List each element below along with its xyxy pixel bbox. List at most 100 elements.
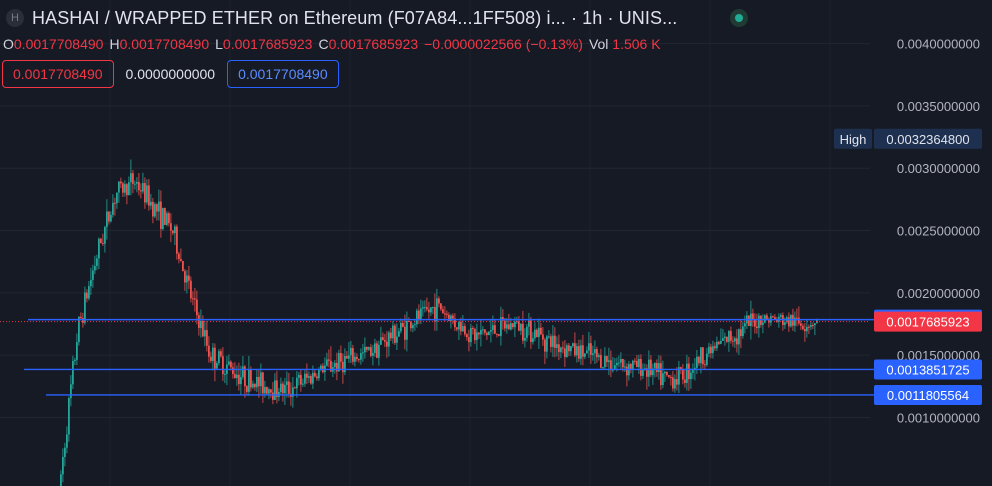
candle-body	[254, 383, 256, 388]
candle-body	[238, 374, 240, 385]
candle-body	[666, 371, 668, 376]
indicator-value-red[interactable]: 0.0017708490	[2, 60, 114, 88]
candle-body	[256, 376, 258, 388]
candle-body	[158, 201, 160, 212]
candle-body	[376, 343, 378, 358]
candle-body	[546, 336, 548, 352]
candle-body	[202, 321, 204, 337]
candle-body	[466, 334, 468, 338]
candle-body	[86, 292, 88, 299]
candle-body	[116, 192, 118, 204]
candle-body	[194, 298, 196, 300]
candle-body	[418, 310, 420, 320]
candle-body	[684, 379, 686, 383]
candle-body	[556, 344, 558, 348]
candle-body	[272, 392, 274, 400]
high-value: 0.0017708490	[119, 36, 210, 52]
candle-body	[268, 389, 270, 394]
candle-body	[810, 325, 812, 327]
candle-body	[702, 347, 704, 365]
candle-body	[572, 343, 574, 347]
candle-body	[486, 332, 488, 336]
candle-body	[756, 326, 758, 329]
candle-body	[648, 359, 650, 377]
candle-body	[294, 387, 296, 389]
symbol-title[interactable]: HASHAI / WRAPPED ETHER on Ethereum (F07A…	[32, 7, 678, 28]
candle-body	[682, 368, 684, 380]
candle-body	[664, 371, 666, 374]
candle-body	[284, 384, 286, 394]
candle-body	[490, 329, 492, 332]
candle-body	[476, 332, 478, 341]
candle-body	[578, 346, 580, 359]
candle-body	[410, 321, 412, 329]
candle-body	[126, 184, 128, 196]
candle-body	[66, 434, 68, 448]
candle-body	[568, 345, 570, 352]
candle-body	[422, 307, 424, 309]
candle-body	[220, 351, 222, 357]
token-logo-icon: H	[6, 9, 24, 27]
candle-body	[428, 309, 430, 313]
candle-body	[204, 330, 206, 337]
candle-body	[674, 379, 676, 389]
candle-body	[692, 369, 694, 373]
high-tag-value: 0.0032364800	[886, 132, 969, 147]
candle-body	[222, 356, 224, 375]
candle-body	[364, 346, 366, 353]
candle-body	[186, 275, 188, 283]
candle-body	[240, 377, 242, 385]
candle-body	[632, 360, 634, 370]
candle-body	[598, 355, 600, 358]
candle-body	[564, 348, 566, 357]
candle-body	[416, 310, 418, 325]
candle-body	[338, 353, 340, 372]
candle-body	[596, 349, 598, 358]
candle-body	[538, 327, 540, 338]
candle-body	[106, 211, 108, 228]
candle-body	[336, 362, 338, 372]
candle-body	[772, 316, 774, 318]
candle-body	[548, 336, 550, 338]
candle-body	[468, 337, 470, 343]
candle-body	[638, 359, 640, 368]
candle-body	[292, 387, 294, 397]
candle-body	[210, 356, 212, 361]
candle-body	[766, 315, 768, 321]
candle-body	[646, 368, 648, 377]
candle-body	[554, 335, 556, 348]
candle-body	[176, 226, 178, 254]
candle-body	[62, 456, 64, 475]
candle-body	[790, 314, 792, 327]
candle-body	[606, 355, 608, 363]
y-tick-label: 0.0015000000	[897, 348, 980, 363]
candle-body	[590, 343, 592, 355]
candle-body	[536, 329, 538, 338]
candle-body	[190, 280, 192, 299]
candle-body	[676, 379, 678, 385]
candle-body	[614, 365, 616, 370]
candle-body	[64, 447, 66, 457]
candle-body	[528, 320, 530, 327]
candle-body	[560, 347, 562, 353]
indicator-value-blue[interactable]: 0.0017708490	[227, 60, 339, 88]
candle-body	[310, 376, 312, 384]
candle-body	[280, 383, 282, 393]
candle-body	[618, 362, 620, 364]
candle-body	[90, 279, 92, 287]
candle-body	[758, 315, 760, 329]
candle-body	[610, 360, 612, 371]
candle-body	[704, 364, 706, 366]
candle-body	[626, 366, 628, 376]
y-tick-label: 0.0020000000	[897, 286, 980, 301]
candle-body	[432, 307, 434, 309]
candle-body	[138, 181, 140, 191]
candle-body	[672, 377, 674, 389]
candle-body	[286, 381, 288, 385]
candle-body	[172, 230, 174, 234]
candle-body	[518, 321, 520, 331]
candle-body	[164, 208, 166, 225]
horizontal-line-label: 0.0013851725	[886, 362, 969, 377]
candle-body	[658, 363, 660, 373]
